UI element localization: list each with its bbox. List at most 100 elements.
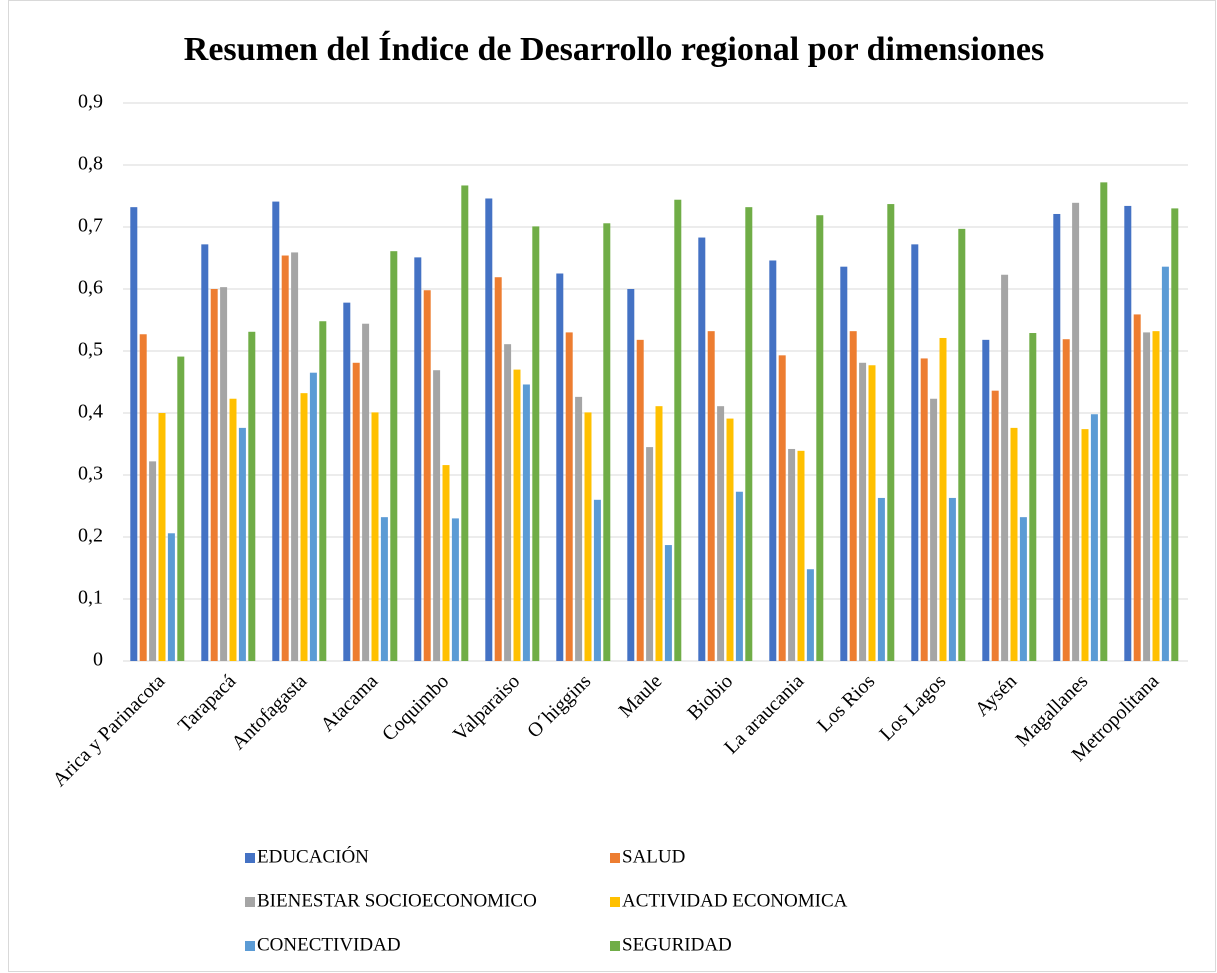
bar — [788, 448, 796, 661]
bar — [210, 289, 218, 661]
bar — [868, 365, 876, 661]
bar — [1171, 208, 1179, 661]
bar — [238, 427, 246, 661]
bar — [522, 384, 530, 661]
bar — [717, 406, 725, 661]
bar — [343, 302, 351, 661]
bar — [513, 369, 521, 661]
bar — [1010, 427, 1018, 661]
legend-label: SALUD — [622, 846, 685, 867]
bar — [130, 207, 138, 661]
bar — [1100, 182, 1108, 662]
bar — [158, 413, 166, 661]
bar — [201, 244, 209, 662]
bar — [840, 266, 848, 661]
y-tick-label: 0 — [93, 649, 103, 671]
bar — [494, 277, 502, 661]
bar — [911, 244, 919, 662]
bar — [504, 344, 512, 661]
bar — [930, 398, 938, 661]
bar — [220, 287, 228, 661]
y-tick-label: 0,5 — [78, 339, 103, 361]
bar — [920, 358, 928, 661]
bar — [603, 223, 611, 661]
legend-label: CONECTIVIDAD — [257, 934, 401, 955]
bar — [1133, 314, 1141, 661]
y-tick-label: 0,2 — [78, 525, 103, 547]
bar — [149, 461, 157, 661]
y-tick-label: 0,3 — [78, 463, 103, 485]
bar — [485, 198, 493, 662]
bar — [139, 334, 147, 661]
y-tick-label: 0,4 — [78, 401, 103, 423]
bar — [745, 207, 753, 661]
bar — [1062, 339, 1070, 661]
bar — [319, 321, 327, 661]
bar — [309, 372, 317, 661]
bar — [806, 569, 814, 661]
y-tick-label: 0,6 — [78, 277, 103, 299]
bar — [1019, 517, 1027, 661]
bar — [1081, 429, 1089, 661]
bar — [887, 204, 895, 661]
bar — [593, 499, 601, 661]
chart-title: Resumen del Índice de Desarrollo regiona… — [184, 31, 1044, 68]
bar — [390, 251, 398, 661]
bar — [565, 332, 573, 661]
legend-swatch — [245, 897, 255, 907]
legend-label: BIENESTAR SOCIOECONOMICO — [257, 890, 537, 911]
bar — [636, 339, 644, 661]
bar — [877, 497, 885, 661]
bar — [1152, 331, 1160, 661]
bar — [707, 331, 715, 661]
bar — [1143, 332, 1151, 661]
bar — [248, 331, 256, 661]
bar — [982, 339, 990, 661]
bar — [442, 465, 450, 661]
legend-label: SEGURIDAD — [622, 934, 732, 955]
bar — [177, 356, 185, 661]
bar — [556, 273, 564, 661]
bar — [627, 289, 635, 661]
legend-swatch — [610, 941, 620, 951]
bar — [674, 199, 682, 661]
bar — [532, 226, 540, 661]
legend-label: ACTIVIDAD ECONOMICA — [622, 890, 848, 911]
bar — [281, 255, 289, 661]
bar — [646, 447, 654, 661]
y-tick-label: 0,8 — [78, 153, 103, 175]
bar — [451, 518, 459, 661]
bar — [797, 450, 805, 661]
legend-swatch — [610, 853, 620, 863]
bar — [816, 215, 824, 661]
bar — [1124, 205, 1132, 662]
bar — [380, 517, 388, 661]
legend-swatch — [245, 941, 255, 951]
bar — [859, 362, 867, 661]
bar — [575, 396, 583, 661]
bar — [958, 228, 966, 662]
bar — [948, 497, 956, 661]
bar — [371, 412, 379, 661]
bar — [655, 406, 663, 661]
bar — [584, 412, 592, 661]
bar — [1090, 414, 1098, 661]
bar — [461, 185, 469, 661]
bar — [1029, 333, 1037, 661]
bar — [1161, 266, 1169, 661]
bar — [300, 393, 308, 661]
legend-label: EDUCACIÓN — [257, 845, 369, 867]
bar — [991, 390, 999, 661]
bar — [272, 201, 280, 661]
bar — [167, 533, 175, 661]
legend-swatch — [610, 897, 620, 907]
bar — [433, 370, 441, 661]
bar — [726, 418, 734, 661]
bar — [939, 337, 947, 661]
y-tick-label: 0,9 — [78, 91, 103, 113]
bar — [291, 252, 299, 662]
y-tick-label: 0,1 — [78, 587, 103, 609]
bar — [1072, 202, 1080, 661]
bar — [769, 260, 777, 661]
bar — [698, 237, 706, 662]
